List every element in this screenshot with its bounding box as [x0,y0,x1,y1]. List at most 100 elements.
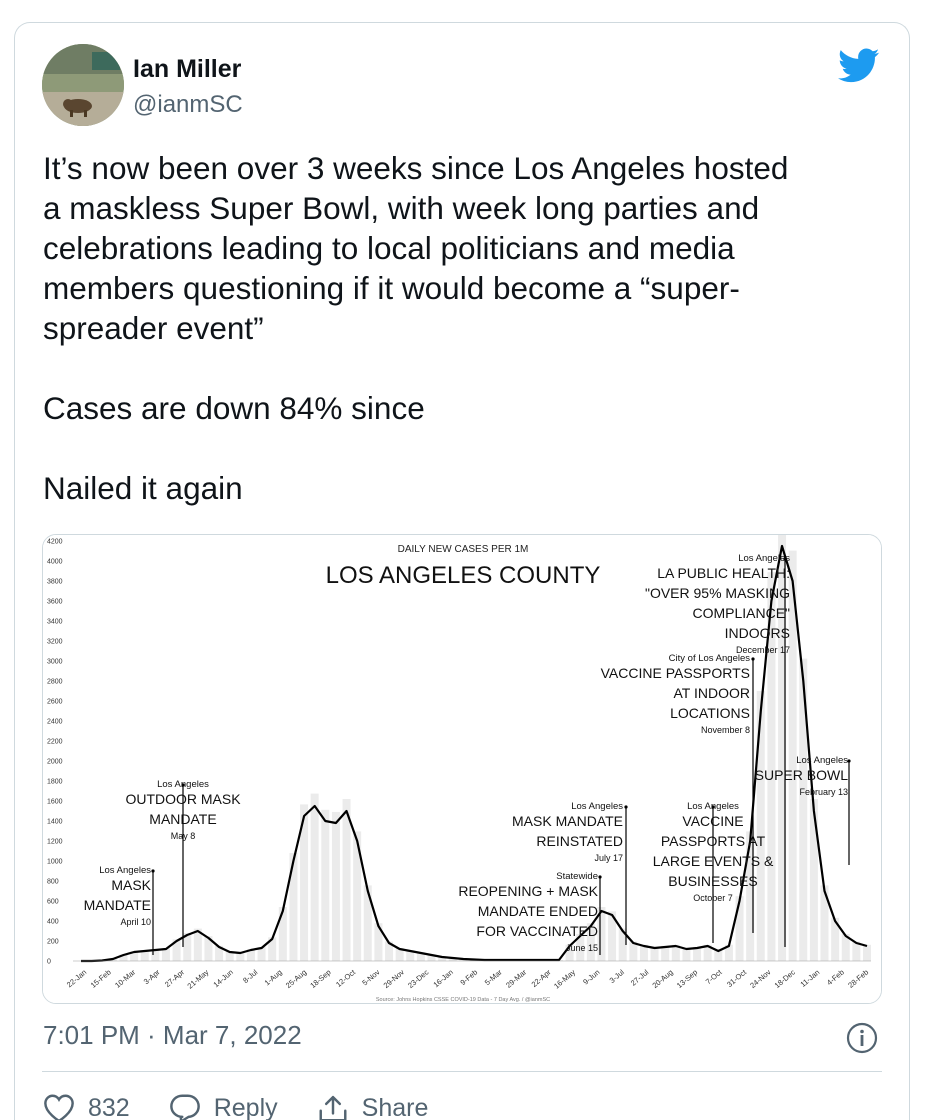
daily-bar [841,934,850,961]
daily-bar [703,944,712,961]
annotation-label: AT INDOOR [674,685,751,701]
annotation-date: June 15 [566,943,598,953]
daily-bar [735,896,744,961]
daily-bar [289,853,298,961]
daily-bar [236,952,245,961]
y-tick-label: 1800 [47,779,63,786]
annotation-label: "OVER 95% MASKING [645,585,790,601]
daily-bar [342,799,351,961]
daily-bar [820,885,829,961]
annotation-marker [751,657,755,661]
daily-bar [809,799,818,961]
annotation-date: April 10 [120,917,151,927]
annotation-place: Los Angeles [157,779,209,790]
y-tick-label: 3600 [47,599,63,606]
daily-bar [363,885,372,961]
daily-bar [130,951,139,961]
daily-bar [278,907,287,961]
daily-bar [724,944,733,961]
annotation-place: Statewide [556,871,598,882]
annotation-label: REINSTATED [536,833,623,849]
avatar-image [42,44,124,126]
y-tick-label: 1400 [47,819,63,826]
daily-bar [852,941,861,961]
chart-title: LOS ANGELES COUNTY [326,562,601,589]
share-button[interactable]: Share [316,1093,429,1120]
daily-bar [629,941,638,961]
daily-bar [608,911,617,961]
avatar[interactable] [42,44,124,126]
like-button[interactable]: 832 [42,1093,130,1120]
daily-bar [618,928,627,961]
annotation-label: MASK MANDATE [512,813,623,829]
daily-bar [416,952,425,961]
daily-bar [576,934,585,961]
annotation-place: Los Angeles [796,755,848,766]
annotation-label: VACCINE PASSPORTS [601,665,750,681]
chart-source: Source: Johns Hopkins CSSE COVID-19 Data… [376,997,550,1003]
like-count: 832 [88,1093,130,1120]
daily-bar [268,937,277,961]
daily-bar [331,811,340,961]
annotation-marker [711,805,715,809]
share-label: Share [361,1093,429,1120]
user-handle[interactable]: @ianmSC [133,91,243,118]
twitter-bird-icon[interactable] [838,48,880,84]
daily-bar [661,945,670,961]
daily-bar [863,944,871,961]
daily-bar [746,831,755,961]
daily-bar [438,956,447,961]
daily-bar [183,932,192,961]
y-tick-label: 1200 [47,839,63,846]
annotation-place: Los Angeles [99,865,151,876]
y-tick-label: 0 [47,959,51,966]
annotation-marker [598,875,602,879]
annotation-marker [151,869,155,873]
annotation-label: VACCINE [682,813,743,829]
annotation-label: LA PUBLIC HEALTH: [657,565,790,581]
info-icon[interactable] [846,1022,878,1054]
annotation-label: PASSPORTS AT [661,833,766,849]
daily-bar [788,550,797,961]
daily-bar [172,939,181,961]
annotation-label: OUTDOOR MASK [125,791,241,807]
annotation-label: MANDATE [84,897,151,913]
annotation-label: INDOORS [725,625,790,641]
daily-bar [140,950,149,961]
y-tick-label: 1000 [47,859,63,866]
daily-bar [193,928,202,961]
annotation-marker [624,805,628,809]
reply-button[interactable]: Reply [168,1093,278,1120]
tweet-timestamp[interactable]: 7:01 PM · Mar 7, 2022 [43,1020,302,1050]
reply-label: Reply [213,1093,278,1120]
annotation-label: MANDATE [149,811,216,827]
y-tick-label: 800 [47,879,59,886]
reply-icon [169,1094,200,1120]
daily-bar [246,949,255,961]
series-line [81,544,868,963]
annotation-place: Los Angeles [738,553,790,564]
daily-bar [374,923,383,961]
daily-bar [650,946,659,961]
daily-bar [639,944,648,961]
y-tick-label: 4000 [47,559,63,566]
tweet-text: It’s now been over 3 weeks since Los Ang… [43,150,789,506]
daily-bar [225,951,234,961]
annotation-date: November 8 [701,725,750,735]
heart-icon [44,1094,74,1120]
annotation-date: October 7 [693,893,733,903]
daily-bar [161,948,170,961]
y-tick-label: 3000 [47,659,63,666]
annotation-label: REOPENING + MASK [458,883,598,899]
annotation-place: City of Los Angeles [669,653,751,664]
daily-bar [353,831,362,961]
display-name[interactable]: Ian Miller [133,55,242,83]
daily-bar [151,949,160,961]
tweet-media-chart[interactable]: 0 200 400 600 800 1000 1200 1400 1600 1800 2000 220… [42,534,882,1004]
y-tick-label: 600 [47,899,59,906]
